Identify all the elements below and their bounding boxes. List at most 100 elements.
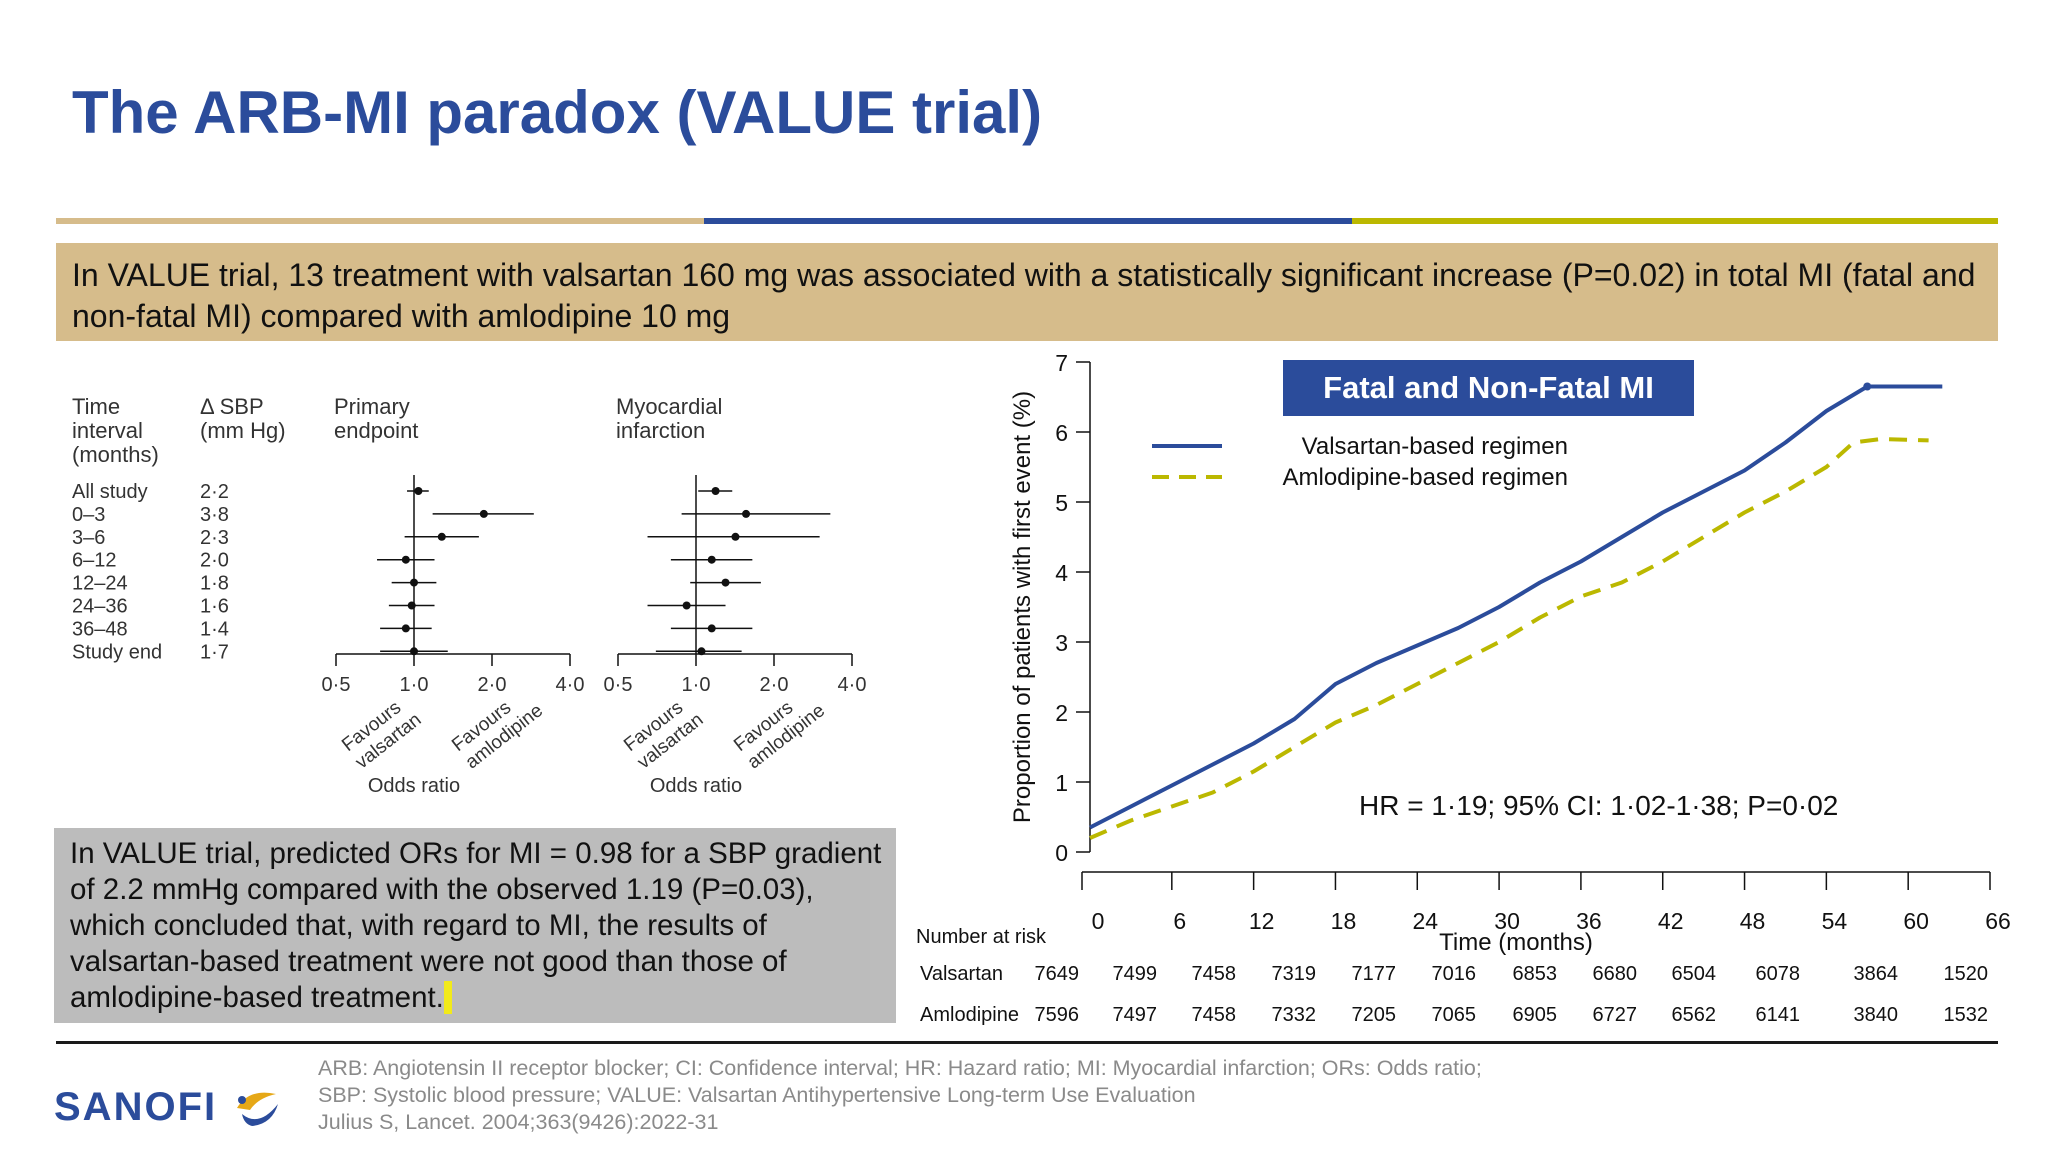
favours-amlodipine-label: Favoursamlodipine: [730, 683, 829, 773]
forest-row-dsbp: 1·6: [200, 596, 229, 618]
sanofi-bird-icon: [237, 1092, 278, 1126]
km-y-tick-label: 0: [1055, 840, 1068, 866]
footnote-line-1: ARB: Angiotensin II receptor blocker; CI…: [318, 1056, 1482, 1080]
banner-text: In VALUE trial, 13 treatment with valsar…: [72, 257, 1976, 334]
amlodipine-curve: [1089, 437, 1929, 840]
valsartan-curve: [1089, 384, 1943, 830]
forest-row-dsbp: 2·0: [200, 550, 229, 572]
note-text: In VALUE trial, predicted ORs for MI = 0…: [70, 837, 882, 1014]
forest-point: [742, 509, 751, 518]
forest-header-mi: Myocardial: [616, 394, 722, 419]
footer-divider: [56, 1041, 1998, 1044]
risk-value: 6853: [1513, 963, 1558, 985]
favours-amlodipine-label: Favoursamlodipine: [448, 683, 547, 773]
forest-header-sbp: (mm Hg): [200, 418, 286, 443]
slide-title: The ARB-MI paradox (VALUE trial): [72, 79, 1043, 146]
forest-header-primary: Primary: [334, 394, 410, 419]
forest-header-time: interval: [72, 418, 143, 443]
risk-value: 6727: [1593, 1004, 1638, 1026]
km-y-tick-label: 1: [1055, 770, 1068, 796]
forest-row-dsbp: 3·8: [200, 504, 229, 526]
forest-row-dsbp: 1·7: [200, 641, 229, 663]
forest-row-interval: 3–6: [72, 527, 105, 549]
forest-point: [437, 532, 446, 541]
forest-header-mi: infarction: [616, 418, 705, 443]
km-y-tick-label: 5: [1055, 490, 1068, 516]
forest-row-interval: 12–24: [72, 573, 128, 595]
forest-row-interval: 24–36: [72, 596, 128, 618]
risk-value: 3840: [1854, 1004, 1899, 1026]
risk-value: 3864: [1854, 963, 1899, 985]
km-title-box: Fatal and Non-Fatal MI: [1283, 360, 1694, 416]
forest-header-time: (months): [72, 442, 159, 467]
forest-point: [707, 624, 716, 633]
risk-value: 6562: [1672, 1004, 1717, 1026]
legend-label: Valsartan-based regimen: [1302, 433, 1568, 460]
forest-point: [479, 509, 488, 518]
valsartan-marker: [1863, 382, 1872, 391]
forest-header-primary: endpoint: [334, 418, 418, 443]
risk-row-name: Amlodipine: [920, 1004, 1019, 1026]
forest-tick-label: 4·0: [556, 674, 585, 696]
risk-value: 6680: [1593, 963, 1638, 985]
legend-label: Amlodipine-based regimen: [1283, 464, 1569, 491]
km-x-tick-label: 0: [1092, 908, 1105, 934]
km-x-tick-label: 66: [1985, 908, 2010, 934]
km-y-tick-label: 2: [1055, 700, 1068, 726]
forest-tick-label: 2·0: [760, 674, 789, 696]
predicted-or-note: In VALUE trial, predicted ORs for MI = 0…: [54, 828, 896, 1023]
sanofi-logo: SANOFI: [54, 1085, 278, 1129]
km-x-tick-label: 24: [1412, 908, 1438, 934]
risk-value: 7596: [1035, 1004, 1080, 1026]
favours-valsartan-label: Favoursvalsartan: [620, 692, 707, 773]
forest-tick-label: 0·5: [604, 674, 633, 696]
km-y-tick-label: 6: [1055, 420, 1068, 446]
risk-value: 7205: [1352, 1004, 1397, 1026]
risk-value: 7458: [1192, 1004, 1237, 1026]
forest-tick-label: 1·0: [682, 674, 711, 696]
forest-row-interval: 36–48: [72, 618, 128, 640]
km-x-tick-label: 48: [1740, 908, 1766, 934]
forest-tick-label: 1·0: [400, 674, 429, 696]
forest-row-dsbp: 1·8: [200, 573, 229, 595]
risk-value: 6141: [1756, 1004, 1801, 1026]
risk-value: 7497: [1113, 1004, 1158, 1026]
forest-tick-label: 2·0: [478, 674, 507, 696]
forest-row-dsbp: 1·4: [200, 618, 229, 640]
forest-point: [401, 624, 410, 633]
risk-value: 7177: [1352, 963, 1397, 985]
forest-header-sbp: Δ SBP: [200, 394, 264, 419]
risk-value: 7065: [1432, 1004, 1477, 1026]
footnote-line-2: SBP: Systolic blood pressure; VALUE: Val…: [318, 1083, 1196, 1107]
forest-point: [711, 487, 720, 495]
forest-point: [721, 578, 730, 587]
km-x-tick-label: 30: [1494, 908, 1520, 934]
forest-tick-label: 4·0: [838, 674, 867, 696]
risk-value: 7649: [1035, 963, 1080, 985]
risk-value: 6078: [1756, 963, 1801, 985]
risk-value: 7332: [1272, 1004, 1317, 1026]
km-y-axis-label: Proportion of patients with first event …: [1009, 391, 1036, 823]
hazard-ratio-annotation: HR = 1·19; 95% CI: 1·02-1·38; P=0·02: [1359, 790, 1838, 821]
forest-point: [414, 487, 423, 495]
forest-row-interval: Study end: [72, 641, 162, 663]
key-finding-banner: In VALUE trial, 13 treatment with valsar…: [56, 243, 1998, 341]
favours-valsartan-label: Favoursvalsartan: [338, 692, 425, 773]
risk-value: 7458: [1192, 963, 1237, 985]
logo-wordmark: SANOFI: [54, 1085, 217, 1129]
forest-point: [401, 555, 410, 564]
km-x-tick-label: 12: [1249, 908, 1275, 934]
forest-row-interval: 0–3: [72, 504, 105, 526]
forest-point: [731, 532, 740, 541]
text-cursor-highlight: [443, 981, 453, 1014]
km-x-tick-label: 42: [1658, 908, 1684, 934]
km-x-tick-label: 36: [1576, 908, 1602, 934]
forest-point: [682, 601, 691, 610]
km-x-tick-label: 60: [1903, 908, 1929, 934]
forest-row-interval: All study: [72, 481, 148, 503]
km-x-tick-label: 18: [1331, 908, 1357, 934]
km-y-tick-label: 4: [1055, 560, 1068, 586]
risk-value: 7319: [1272, 963, 1317, 985]
